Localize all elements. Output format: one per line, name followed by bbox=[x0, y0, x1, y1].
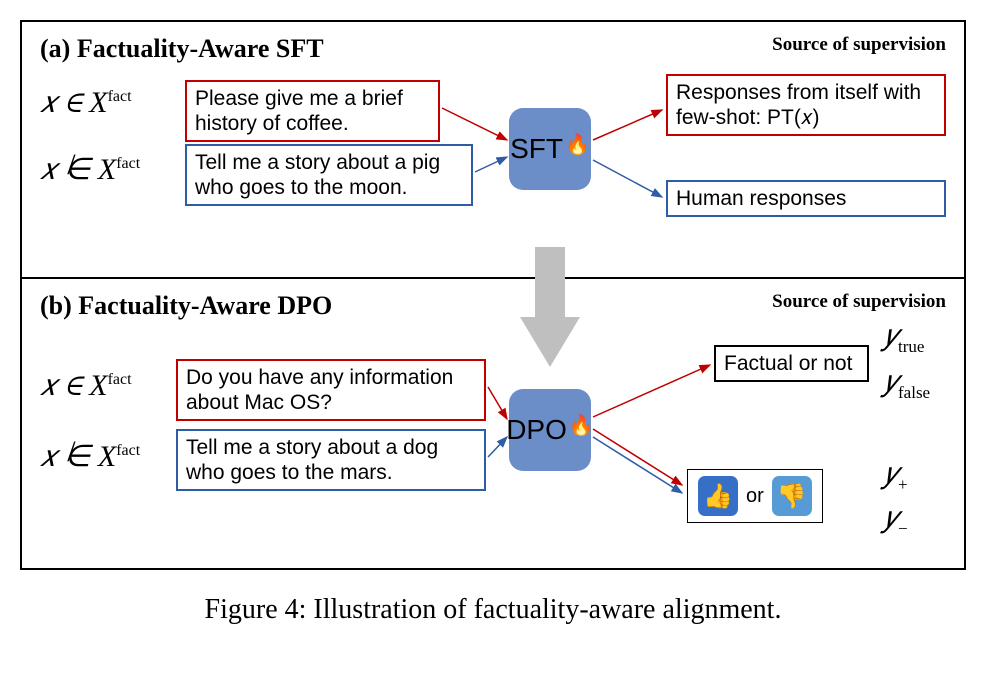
big-down-arrow bbox=[520, 247, 580, 367]
stage-dpo-label: DPO bbox=[506, 414, 567, 446]
y-plus: 𝑦+ bbox=[884, 457, 908, 495]
thumbs-or: or bbox=[746, 485, 764, 508]
stage-sft-label: SFT bbox=[510, 133, 563, 165]
prompt-a-nonfact: Tell me a story about a pig who goes to … bbox=[185, 144, 473, 206]
fire-icon-b: 🔥 bbox=[569, 413, 594, 438]
expr-a-notin: 𝑥 ∈ Xfact bbox=[40, 152, 140, 187]
prompt-b-nonfact: Tell me a story about a dog who goes to … bbox=[176, 429, 486, 491]
figure-caption: Figure 4: Illustration of factuality-awa… bbox=[20, 594, 966, 626]
connector-a-fact-out bbox=[593, 110, 662, 140]
connector-b-fact-in bbox=[488, 387, 507, 419]
prompt-b-fact: Do you have any information about Mac OS… bbox=[176, 359, 486, 421]
connector-b-nonfact-in bbox=[488, 437, 507, 457]
connector-b-fact-out2 bbox=[593, 429, 682, 485]
panel-a: (a) Factuality-Aware SFT Source of super… bbox=[22, 22, 964, 277]
y-minus: 𝑦− bbox=[884, 501, 908, 539]
connector-a-nonfact-out bbox=[593, 160, 662, 197]
panel-b-supervision-label: Source of supervision bbox=[772, 291, 946, 313]
figure-container: (a) Factuality-Aware SFT Source of super… bbox=[20, 20, 966, 570]
prompt-a-fact: Please give me a brief history of coffee… bbox=[185, 80, 440, 142]
thumb-up-icon: 👍 bbox=[698, 476, 738, 516]
thumb-down-icon: 👎 bbox=[772, 476, 812, 516]
panel-b: (b) Factuality-Aware DPO Source of super… bbox=[22, 277, 964, 567]
y-true: 𝑦true bbox=[884, 319, 924, 357]
connector-a-fact-in bbox=[442, 108, 507, 140]
connector-b-nonfact-out bbox=[593, 437, 682, 493]
expr-b-notin: 𝑥 ∈ Xfact bbox=[40, 439, 140, 474]
panel-a-supervision-label: Source of supervision bbox=[772, 34, 946, 56]
expr-b-in: 𝑥 ∈ Xfact bbox=[40, 369, 132, 403]
expr-a-in: 𝑥 ∈ Xfact bbox=[40, 86, 132, 120]
stage-sft: SFT🔥 bbox=[509, 108, 591, 190]
panel-b-title: (b) Factuality-Aware DPO bbox=[40, 291, 332, 321]
out-a-nonfact: Human responses bbox=[666, 180, 946, 217]
panel-a-title: (a) Factuality-Aware SFT bbox=[40, 34, 324, 64]
thumbs-box: 👍 or 👎 bbox=[687, 469, 823, 523]
out-a-fact: Responses from itself with few-shot: PT(… bbox=[666, 74, 946, 136]
connector-a-nonfact-in bbox=[475, 157, 507, 172]
stage-dpo: DPO🔥 bbox=[509, 389, 591, 471]
y-false: 𝑦false bbox=[884, 365, 930, 403]
connector-b-fact-out bbox=[593, 365, 710, 417]
out-b-fact: Factual or not bbox=[714, 345, 869, 382]
fire-icon: 🔥 bbox=[565, 132, 590, 157]
